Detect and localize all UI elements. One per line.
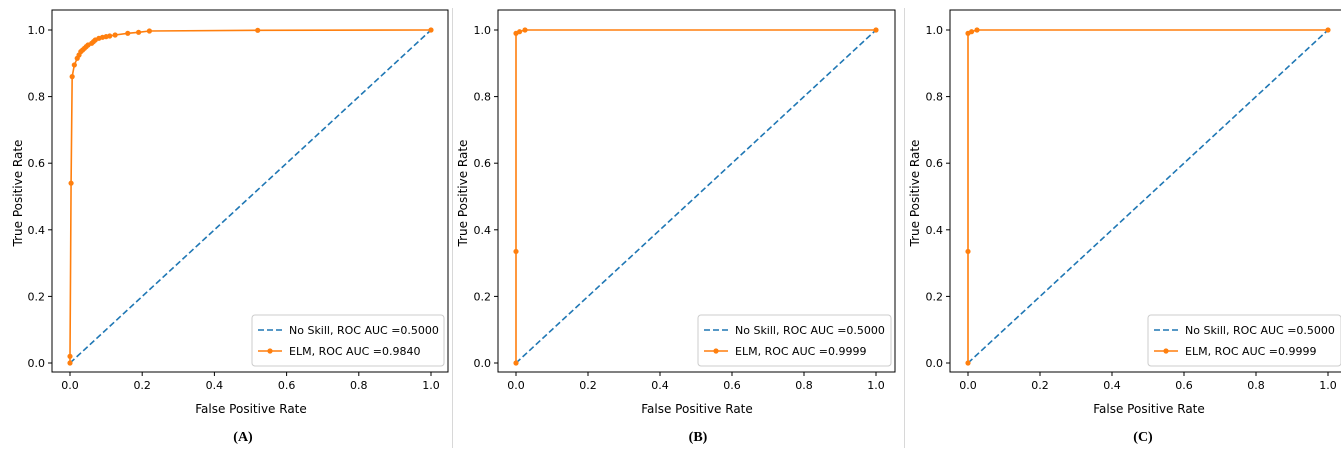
elm-roc-point [513,360,519,366]
y-tick-label: 1.0 [474,24,492,37]
elm-roc-point [965,360,971,366]
elm-roc-point [71,62,77,68]
elm-roc-point [1325,27,1331,33]
y-tick-label: 0.8 [28,91,46,104]
elm-roc-point [125,30,131,36]
x-axis-label-a: False Positive Rate [195,402,307,416]
legend-label: No Skill, ROC AUC =0.5000 [735,324,885,337]
elm-roc-point [146,28,153,34]
plot-frame [51,9,449,373]
elm-roc-point [513,248,519,255]
y-axis-label-c: True Positive Rate [908,139,922,247]
y-axis-label-a: True Positive Rate [11,139,25,247]
elm-roc-point [517,29,523,35]
legend-label: ELM, ROC AUC =0.9999 [1185,345,1317,358]
y-tick-label: 0.4 [474,224,492,237]
roc-panel-a: 0.0 0.2 0.4 0.6 0.8 1.0 0.0 0.2 0.4 0.6 0.8 1.0 No S… [0,0,452,453]
x-tick-label: 0.8 [795,379,813,392]
elm-roc-point [112,32,118,38]
legend-label: ELM, ROC AUC =0.9999 [735,345,867,358]
no-skill-line [967,29,1329,364]
elm-roc-point [67,353,73,359]
legend-swatch-marker [1163,348,1169,354]
elm-roc-point [522,27,528,33]
x-tick-label: 0.0 [507,379,525,392]
x-tick-label: 0.8 [1247,379,1265,392]
x-tick-label: 0.2 [133,379,151,392]
elm-roc-point [428,27,434,33]
x-tick-label: 0.0 [959,379,977,392]
roc-chart-c: 0.0 0.2 0.4 0.6 0.8 1.0 0.0 0.2 0.4 0.6 0.8 1.0 No S… [926,9,1341,392]
x-tick-label: 0.6 [1175,379,1193,392]
elm-roc-point [107,33,113,39]
y-tick-label: 0.8 [926,91,944,104]
legend-swatch-marker [267,348,273,354]
roc-chart-b: 0.0 0.2 0.4 0.6 0.8 1.0 0.0 0.2 0.4 0.6 0.8 1.0 No S… [474,9,896,392]
elm-roc-point [135,29,142,35]
elm-roc-point [255,27,261,33]
roc-chart-a: 0.0 0.2 0.4 0.6 0.8 1.0 0.0 0.2 0.4 0.6 0.8 1.0 No S… [28,9,449,392]
legend-box [697,314,892,367]
x-tick-label: 1.0 [1319,379,1337,392]
legend-label: No Skill, ROC AUC =0.5000 [1185,324,1335,337]
x-tick-label: 0.4 [1103,379,1121,392]
panel-divider [904,8,905,448]
legend-swatch-marker [713,348,719,354]
y-tick-label: 1.0 [28,24,46,37]
no-skill-line [515,29,877,364]
plot-frame [497,9,896,373]
elm-roc-point [969,29,975,35]
caption-a: (A) [233,430,253,445]
y-tick-label: 0.8 [474,91,492,104]
y-tick-label: 0.0 [28,357,46,370]
y-tick-label: 0.2 [28,290,46,303]
elm-roc-point [68,180,74,186]
x-tick-label: 0.4 [651,379,669,392]
x-axis-label-c: False Positive Rate [1093,402,1205,416]
roc-panel-b: 0.0 0.2 0.4 0.6 0.8 1.0 0.0 0.2 0.4 0.6 0.8 1.0 No S… [453,0,904,453]
legend-label: No Skill, ROC AUC =0.5000 [289,324,439,337]
y-tick-label: 0.0 [474,357,492,370]
x-tick-label: 0.0 [61,379,79,392]
y-tick-label: 0.6 [28,157,46,170]
x-tick-label: 0.2 [579,379,597,392]
legend-box [251,314,445,367]
elm-roc-point [974,27,980,33]
x-axis-label-b: False Positive Rate [641,402,753,416]
y-tick-label: 0.6 [474,157,492,170]
y-tick-label: 0.2 [474,290,492,303]
y-tick-label: 0.2 [926,290,944,303]
x-tick-label: 0.2 [1031,379,1049,392]
x-tick-label: 1.0 [867,379,885,392]
y-axis-label-b: True Positive Rate [456,139,470,247]
no-skill-line [69,29,432,364]
x-tick-label: 0.6 [278,379,296,392]
x-tick-label: 0.8 [350,379,368,392]
elm-roc-point [965,248,971,255]
plot-frame [949,9,1341,373]
caption-c: (C) [1133,430,1153,445]
y-tick-label: 0.4 [28,224,46,237]
y-tick-label: 0.0 [926,357,944,370]
y-tick-label: 0.6 [926,157,944,170]
roc-panel-c: 0.0 0.2 0.4 0.6 0.8 1.0 0.0 0.2 0.4 0.6 0.8 1.0 No S… [905,0,1341,453]
legend-box [1147,314,1341,367]
panel-divider [452,8,453,448]
elm-roc-point [873,27,879,33]
caption-b: (B) [688,430,708,445]
x-tick-label: 0.4 [206,379,224,392]
elm-roc-point [69,74,75,80]
y-tick-label: 0.4 [926,224,944,237]
legend-label: ELM, ROC AUC =0.9840 [289,345,421,358]
x-tick-label: 0.6 [723,379,741,392]
x-tick-label: 1.0 [422,379,440,392]
elm-roc-point [67,360,73,366]
y-tick-label: 1.0 [926,24,944,37]
